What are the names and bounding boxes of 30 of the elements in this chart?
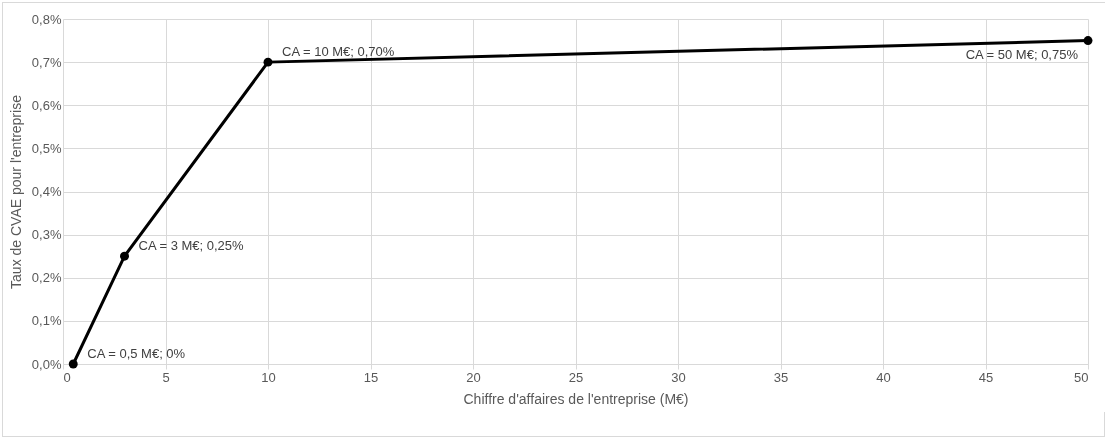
y-tick-label: 0,7% bbox=[31, 54, 62, 70]
x-tick-label: 10 bbox=[261, 369, 276, 385]
point bbox=[263, 57, 273, 67]
annotation: CA = 10 M€; 0,70% bbox=[282, 44, 395, 60]
x-tick-label: 30 bbox=[671, 369, 686, 385]
point bbox=[120, 251, 129, 261]
x-tick-label: 40 bbox=[876, 369, 891, 385]
point bbox=[68, 359, 78, 369]
annotation: CA = 3 M€; 0,25% bbox=[138, 238, 245, 254]
y-axis-title: Taux de CVAE pour l'entreprise bbox=[7, 94, 24, 289]
x-tick-label: 15 bbox=[363, 369, 379, 385]
annotation: CA = 0,5 M€; 0% bbox=[87, 346, 186, 361]
y-tick-label: 0,8% bbox=[31, 11, 62, 27]
x-tick-label: 35 bbox=[773, 369, 789, 385]
y-tick-label: 0,1% bbox=[31, 313, 62, 329]
x-axis-title: Chiffre d'affaires de l'entreprise (M€) bbox=[463, 390, 689, 407]
x-tick-label: 45 bbox=[978, 369, 994, 385]
y-tick-label: 0,4% bbox=[31, 184, 62, 199]
point bbox=[1083, 36, 1093, 46]
y-tick-label: 0,3% bbox=[31, 227, 62, 243]
annotation: CA = 50 M€; 0,75% bbox=[965, 46, 1079, 62]
y-tick-label: 0,5% bbox=[31, 140, 62, 156]
x-tick-label: 0 bbox=[63, 369, 71, 385]
x-tick-label: 20 bbox=[466, 369, 481, 385]
y-tick-label: 0,6% bbox=[31, 97, 62, 113]
x-tick-label: 50 bbox=[1074, 369, 1089, 385]
x-tick-label: 25 bbox=[568, 369, 584, 385]
y-tick-label: 0,0% bbox=[31, 356, 62, 372]
x-tick-label: 5 bbox=[162, 369, 170, 385]
y-tick-label: 0,2% bbox=[31, 270, 62, 286]
